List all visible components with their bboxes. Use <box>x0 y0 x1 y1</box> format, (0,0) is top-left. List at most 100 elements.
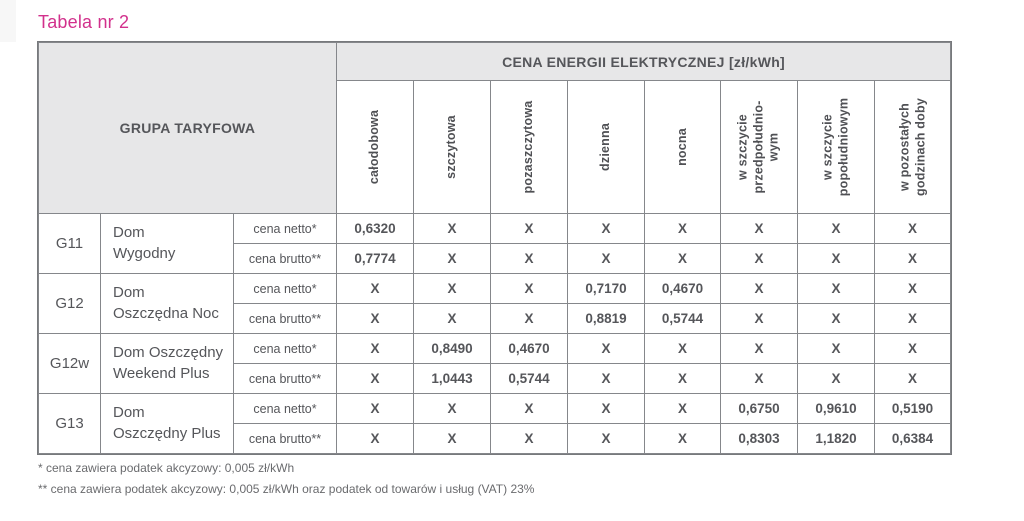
price-type-label: cena brutto** <box>233 243 337 274</box>
price-value-cell: X <box>873 243 952 274</box>
price-value-cell: X <box>720 273 798 304</box>
column-header-label: całodobowa <box>367 109 382 185</box>
tariff-name: Dom Oszczędna Noc <box>100 273 234 334</box>
price-value-cell: 0,5744 <box>490 363 568 394</box>
price-value-cell: X <box>336 393 414 424</box>
column-header-dzienna: dzienna <box>567 80 645 214</box>
price-value-cell: X <box>490 243 568 274</box>
price-value-cell: X <box>873 213 952 244</box>
price-value-cell: X <box>413 393 491 424</box>
price-value-cell: X <box>336 423 414 454</box>
price-value-cell: X <box>336 303 414 334</box>
price-value-cell: 0,4670 <box>644 273 721 304</box>
group-header-cell: GRUPA TARYFOWA <box>38 42 337 214</box>
header-row-columns: całodobowa szczytowa pozaszczytowa dzien… <box>39 80 952 214</box>
price-type-label: cena brutto** <box>233 303 337 334</box>
price-value-cell: X <box>644 213 721 244</box>
scan-artifact <box>0 0 16 42</box>
table-row: G11 Dom Wygodny cena netto* 0,6320 X X X… <box>38 213 952 274</box>
column-header-label: dzienna <box>598 123 613 171</box>
price-type-label: cena netto* <box>233 393 337 424</box>
price-value-cell: X <box>797 303 875 334</box>
table-title: Tabela nr 2 <box>38 12 130 32</box>
column-header-label: w pozostałych godzinach doby <box>896 98 927 196</box>
price-value-cell: X <box>720 213 798 244</box>
footnotes: * cena zawiera podatek akcyzowy: 0,005 z… <box>38 459 534 500</box>
column-header-szczytowa: szczytowa <box>413 80 491 214</box>
column-header-label: w szczycie przedpołudnio- wym <box>735 100 781 194</box>
tariff-code: G13 <box>38 393 101 454</box>
price-value-cell: X <box>873 363 952 394</box>
price-value-cell: X <box>720 363 798 394</box>
price-value-cell: X <box>490 213 568 244</box>
price-value-cell: 0,6320 <box>336 213 414 244</box>
price-value-cell: X <box>336 333 414 364</box>
price-value-cell: X <box>336 363 414 394</box>
column-header-label: nocna <box>674 128 689 166</box>
price-value-cell: X <box>567 393 645 424</box>
price-value-cell: X <box>644 243 721 274</box>
price-value-cell: X <box>797 243 875 274</box>
price-type-label: cena netto* <box>233 333 337 364</box>
price-value-cell: X <box>567 423 645 454</box>
price-value-cell: X <box>644 363 721 394</box>
column-header-label: szczytowa <box>444 115 459 179</box>
price-value-cell: 0,8490 <box>413 333 491 364</box>
price-value-cell: X <box>873 303 952 334</box>
price-value-cell: X <box>490 303 568 334</box>
price-value-cell: X <box>413 423 491 454</box>
price-value-cell: 0,6750 <box>720 393 798 424</box>
price-value-cell: X <box>413 273 491 304</box>
table-row: G12 Dom Oszczędna Noc cena netto* X X X … <box>38 273 952 334</box>
price-value-cell: 0,8819 <box>567 303 645 334</box>
table-row: G13 Dom Oszczędny Plus cena netto* X X X… <box>38 393 952 454</box>
price-value-cell: X <box>490 393 568 424</box>
tariff-code: G11 <box>38 213 101 274</box>
price-type-label: cena netto* <box>233 273 337 304</box>
column-header-pozaszczytowa: pozaszczytowa <box>490 80 568 214</box>
table-row: G12w Dom Oszczędny Weekend Plus cena net… <box>38 333 952 394</box>
tariff-code: G12w <box>38 333 101 394</box>
header-row-main: GRUPA TARYFOWA CENA ENERGII ELEKTRYCZNEJ… <box>38 42 952 214</box>
footnote-brutto: ** cena zawiera podatek akcyzowy: 0,005 … <box>38 481 535 496</box>
price-value-cell: X <box>873 273 952 304</box>
price-value-cell: X <box>490 273 568 304</box>
price-value-cell: 0,7774 <box>336 243 414 274</box>
price-value-cell: X <box>644 333 721 364</box>
price-value-cell: X <box>567 333 645 364</box>
price-value-cell: X <box>413 213 491 244</box>
column-header-label: pozaszczytowa <box>521 100 536 194</box>
price-header-cell: CENA ENERGII ELEKTRYCZNEJ [zł/kWh] <box>335 42 952 81</box>
price-value-cell: 0,5744 <box>644 303 721 334</box>
price-value-cell: X <box>797 213 875 244</box>
price-type-label: cena brutto** <box>233 363 337 394</box>
price-value-cell: X <box>567 213 645 244</box>
price-type-label: cena netto* <box>233 213 337 244</box>
price-value-cell: X <box>644 393 721 424</box>
price-value-cell: 0,5190 <box>873 393 952 424</box>
price-value-cell: X <box>797 363 875 394</box>
tariff-name: Dom Oszczędny Weekend Plus <box>100 333 234 394</box>
price-value-cell: 0,4670 <box>490 333 568 364</box>
price-value-cell: X <box>797 333 875 364</box>
price-value-cell: X <box>873 333 952 364</box>
price-value-cell: X <box>797 273 875 304</box>
price-value-cell: X <box>336 273 414 304</box>
price-value-cell: X <box>720 303 798 334</box>
footnote-netto: * cena zawiera podatek akcyzowy: 0,005 z… <box>38 461 295 475</box>
price-value-cell: X <box>644 423 721 454</box>
price-value-cell: 1,0443 <box>413 363 491 394</box>
price-value-cell: X <box>413 243 491 274</box>
column-header-pozostale-godziny: w pozostałych godzinach doby <box>873 80 952 214</box>
price-value-cell: 0,8303 <box>720 423 798 454</box>
price-value-cell: 0,7170 <box>567 273 645 304</box>
price-value-cell: X <box>567 243 645 274</box>
column-header-szczyt-popoludniowy: w szczycie popołudniowym <box>797 80 875 214</box>
price-value-cell: 0,6384 <box>873 423 952 454</box>
price-value-cell: X <box>490 423 568 454</box>
column-header-label: w szczycie popołudniowym <box>820 97 850 197</box>
price-type-label: cena brutto** <box>233 423 337 454</box>
tariff-name: Dom Oszczędny Plus <box>100 393 234 454</box>
column-header-nocna: nocna <box>644 80 721 214</box>
